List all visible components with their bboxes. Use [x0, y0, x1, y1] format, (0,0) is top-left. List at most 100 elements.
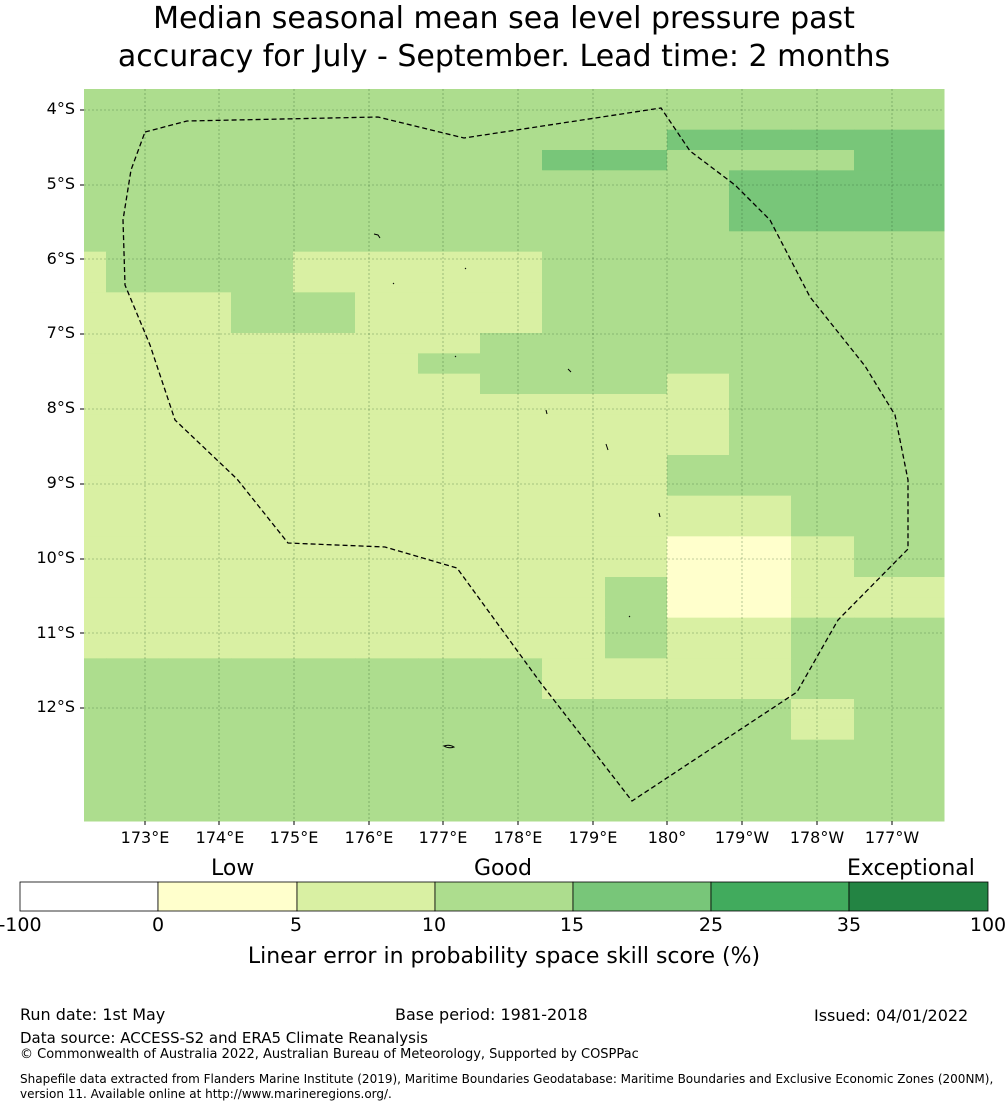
- skill-cell: [168, 312, 232, 334]
- colorbar-label: Linear error in probability space skill …: [247, 944, 761, 969]
- skill-cell: [542, 719, 606, 741]
- skill-cell: [84, 678, 107, 700]
- skill-cell: [293, 190, 356, 212]
- skill-cell: [729, 638, 792, 659]
- skill-cell: [355, 495, 419, 517]
- skill-cell: [293, 272, 356, 293]
- skill-cell: [231, 251, 294, 273]
- skill-cell: [168, 373, 232, 395]
- skill-cell: [480, 211, 543, 232]
- skill-cell: [418, 333, 481, 354]
- title-line-2: accuracy for July - September. Lead time…: [117, 39, 891, 74]
- lat-label: 4°S: [46, 99, 75, 118]
- skill-cell: [542, 597, 606, 619]
- skill-cell: [667, 658, 730, 680]
- skill-cell: [480, 658, 543, 680]
- skill-cell: [418, 211, 481, 232]
- skill-cell: [667, 211, 730, 232]
- skill-cell: [106, 678, 169, 700]
- skill-cell: [293, 373, 356, 395]
- skill-cell: [168, 516, 232, 537]
- skill-cell: [106, 516, 169, 537]
- skill-cell: [791, 577, 855, 598]
- skill-cell: [542, 434, 606, 456]
- skill-cell: [84, 170, 107, 192]
- skill-cell: [854, 292, 945, 314]
- skill-cell: [791, 475, 855, 497]
- skill-cell: [355, 211, 419, 232]
- colorbar-bin: [710, 881, 850, 912]
- skill-cell: [480, 780, 543, 802]
- skill-cell: [355, 333, 419, 354]
- skill-cell: [542, 739, 606, 761]
- skill-cell: [84, 190, 107, 212]
- skill-cell: [605, 760, 668, 781]
- skill-cell: [480, 292, 543, 314]
- skill-cell: [542, 780, 606, 802]
- skill-cell: [791, 170, 855, 192]
- skill-cell: [84, 333, 107, 354]
- skill-cell: [480, 333, 543, 354]
- skill-cell: [106, 455, 169, 476]
- skill-cell: [729, 170, 792, 192]
- skill-cell: [605, 780, 668, 802]
- skill-cell: [84, 739, 107, 761]
- skill-cell: [480, 251, 543, 273]
- skill-cell: [231, 597, 294, 619]
- skill-cell: [355, 89, 419, 110]
- skill-cell: [355, 353, 419, 375]
- skill-cell: [480, 536, 543, 558]
- skill-cell: [106, 760, 169, 781]
- skill-cell: [168, 556, 232, 578]
- skill-cell: [791, 312, 855, 334]
- skill-cell: [418, 150, 481, 171]
- skill-cell: [667, 312, 730, 334]
- skill-grid: [84, 89, 945, 822]
- skill-cell: [418, 292, 481, 314]
- skill-cell: [84, 373, 107, 395]
- skill-cell: [791, 455, 855, 476]
- skill-cell: [854, 394, 945, 415]
- skill-cell: [791, 719, 855, 741]
- skill-cell: [480, 434, 543, 456]
- skill-cell: [84, 129, 107, 151]
- skill-cell: [418, 251, 481, 273]
- skill-cell: [729, 211, 792, 232]
- skill-cell: [854, 373, 945, 395]
- skill-cell: [84, 150, 107, 171]
- skill-cell: [168, 434, 232, 456]
- skill-cell: [84, 89, 107, 110]
- skill-cell: [84, 617, 107, 639]
- colorbar-bin: [157, 881, 298, 912]
- lon-label: 180°: [647, 828, 687, 847]
- skill-cell: [168, 658, 232, 680]
- skill-cell: [605, 170, 668, 192]
- skill-cell: [231, 678, 294, 700]
- skill-cell: [791, 150, 855, 171]
- skill-cell: [168, 89, 232, 110]
- skill-cell: [729, 536, 792, 558]
- skill-cell: [791, 89, 855, 110]
- skill-cell: [106, 394, 169, 415]
- skill-cell: [729, 272, 792, 293]
- skill-cell: [791, 536, 855, 558]
- skill-cell: [854, 251, 945, 273]
- skill-cell: [293, 536, 356, 558]
- skill-cell: [418, 678, 481, 700]
- skill-cell: [231, 760, 294, 781]
- skill-cell: [106, 251, 169, 273]
- lat-label: 6°S: [46, 249, 75, 268]
- skill-cell: [480, 89, 543, 110]
- skill-cell: [355, 414, 419, 436]
- skill-cell: [667, 251, 730, 273]
- island-outline: [545, 409, 548, 415]
- skill-cell: [84, 353, 107, 375]
- skill-cell: [854, 516, 945, 537]
- skill-cell: [168, 231, 232, 253]
- lat-label: 11°S: [36, 623, 75, 642]
- skill-cell: [542, 292, 606, 314]
- skill-cell: [854, 678, 945, 700]
- skill-cell: [729, 414, 792, 436]
- skill-cell: [729, 251, 792, 273]
